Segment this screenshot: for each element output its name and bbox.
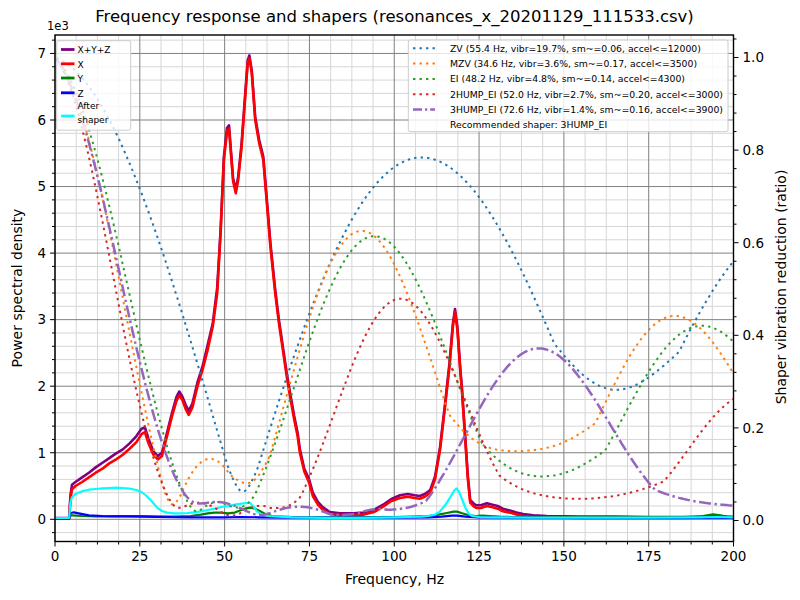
tick-label: 6 [37,112,46,128]
tick-label: 100 [381,548,407,564]
tick-label: 175 [636,548,662,564]
recommended-shaper-text: Recommended shaper: 3HUMP_EI [450,119,607,130]
tick-label: 0 [37,511,46,527]
legend-left: X+Y+Z XYZ After shaper [57,41,131,131]
tick-label: 150 [551,548,577,564]
y-axis-label-right: Shaper vibration reduction (ratio) [773,170,789,405]
tick-label: 50 [216,548,233,564]
tick-label: 0.8 [743,142,764,158]
y-axis-offset-text: 1e3 [47,19,69,33]
legend-label: Y [77,74,84,84]
shaper-calibration-figure: 0 25 50 75 100 125 150 175 200 0 1 2 3 4 5 6 7 0.0 0.2 0.4 0… [0,0,800,600]
tick-label: 1.0 [743,49,764,65]
tick-label: 5 [37,178,46,194]
tick-label: 75 [301,548,318,564]
legend-label: EI (48.2 Hz, vibr=4.8%, sm~=0.14, accel<… [450,73,685,84]
legend-label: Z [78,89,84,99]
tick-label: 0.2 [743,420,764,436]
tick-label: 2 [37,378,46,394]
tick-label: 7 [37,45,46,61]
tick-label: 3 [37,311,46,327]
legend-right: ZV (55.4 Hz, vibr=19.7%, sm~=0.06, accel… [408,40,728,132]
legend-label: MZV (34.6 Hz, vibr=3.6%, sm~=0.17, accel… [450,58,697,69]
tick-label: 125 [466,548,492,564]
legend-label: 3HUMP_EI (72.6 Hz, vibr=1.4%, sm~=0.16, … [450,104,723,115]
legend-label: 2HUMP_EI (52.0 Hz, vibr=2.7%, sm~=0.20, … [450,89,723,100]
tick-label: 0.6 [743,235,764,251]
y-axis-label-left: Power spectral density [9,209,25,368]
legend-label: ZV (55.4 Hz, vibr=19.7%, sm~=0.06, accel… [450,43,701,54]
legend-label: After [78,101,100,111]
chart-canvas: 0 25 50 75 100 125 150 175 200 0 1 2 3 4 5 6 7 0.0 0.2 0.4 0… [0,0,800,600]
legend-label: shaper [78,115,109,125]
x-axis-label: Frequency, Hz [55,571,734,587]
chart-title: Frequency response and shapers (resonanc… [55,7,734,26]
tick-label: 200 [721,548,747,564]
tick-label: 25 [131,548,148,564]
legend-label: X+Y+Z [78,45,111,55]
tick-label: 1 [37,445,46,461]
tick-label: 0 [51,548,60,564]
legend-label: X [78,60,84,70]
tick-label: 0.0 [743,512,764,528]
tick-label: 0.4 [743,327,764,343]
tick-label: 4 [37,245,46,261]
